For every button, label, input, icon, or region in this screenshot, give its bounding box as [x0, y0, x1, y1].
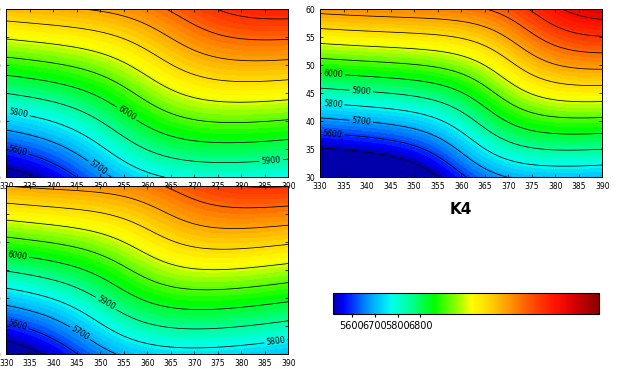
- Text: 6000: 6000: [7, 250, 28, 261]
- Text: 6000: 6000: [116, 104, 138, 123]
- Text: 5700: 5700: [69, 324, 91, 342]
- Text: 5600: 5600: [323, 128, 343, 139]
- Text: 6000: 6000: [323, 69, 343, 79]
- Text: 5600: 5600: [7, 318, 28, 332]
- Text: 5900: 5900: [351, 86, 371, 96]
- Text: 5700: 5700: [87, 159, 108, 177]
- Text: 5800: 5800: [323, 99, 343, 109]
- Text: 5800: 5800: [266, 336, 286, 347]
- Text: K4: K4: [450, 202, 472, 217]
- Text: K1: K1: [136, 202, 158, 217]
- Text: 5700: 5700: [351, 116, 372, 127]
- Text: 5800: 5800: [8, 107, 29, 120]
- Text: 5900: 5900: [95, 294, 116, 312]
- Text: 5600: 5600: [7, 144, 28, 158]
- Text: 5900: 5900: [261, 155, 281, 166]
